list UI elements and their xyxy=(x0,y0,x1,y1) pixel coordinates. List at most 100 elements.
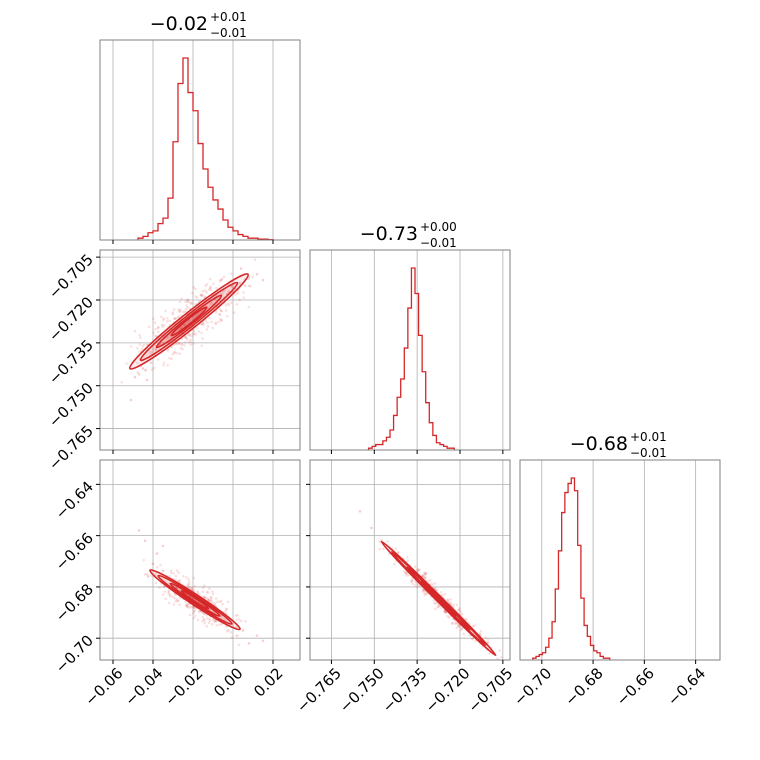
scatter-point xyxy=(193,316,197,319)
scatter-point xyxy=(237,282,241,285)
scatter-point xyxy=(261,278,265,282)
scatter-point xyxy=(193,614,197,618)
scatter-point xyxy=(161,569,165,573)
scatter-point xyxy=(190,334,194,338)
scatter-point xyxy=(219,614,223,618)
scatter-point xyxy=(207,598,211,602)
scatter-point xyxy=(464,617,467,621)
scatter-point xyxy=(486,638,490,642)
scatter-point xyxy=(168,593,172,596)
scatter-point xyxy=(200,294,204,298)
scatter-point xyxy=(208,608,212,611)
scatter-point xyxy=(155,552,159,555)
scatter-point xyxy=(172,603,176,606)
scatter-point xyxy=(236,614,239,617)
scatter-point xyxy=(154,327,157,331)
scatter-point xyxy=(225,309,228,312)
scatter-point xyxy=(253,258,257,262)
scatter-point xyxy=(187,320,190,323)
density-contour xyxy=(139,281,239,362)
scatter-point xyxy=(427,579,430,583)
scatter-point xyxy=(462,632,466,636)
scatter-point xyxy=(471,624,475,628)
scatter-point xyxy=(180,343,183,347)
param-title-minus: −0.01 xyxy=(210,26,247,40)
scatter-point xyxy=(186,333,190,337)
scatter-point xyxy=(484,636,487,639)
scatter-point xyxy=(218,313,222,317)
scatter-point xyxy=(205,291,208,294)
scatter-point xyxy=(190,301,193,305)
scatter-point xyxy=(457,624,460,627)
scatter-point xyxy=(451,622,454,625)
scatter-point xyxy=(161,593,165,596)
scatter-point xyxy=(449,601,452,604)
scatter-point xyxy=(187,583,191,586)
scatter-point xyxy=(416,569,419,572)
x-tick-label: −0.66 xyxy=(613,664,658,709)
scatter-point xyxy=(443,593,447,596)
scatter-point xyxy=(200,331,203,335)
scatter-point xyxy=(206,617,209,620)
scatter-point xyxy=(152,366,156,370)
scatter-point xyxy=(421,575,425,578)
scatter-point xyxy=(208,617,211,621)
scatter-point xyxy=(416,568,419,571)
scatter-point xyxy=(423,573,427,577)
scatter-point xyxy=(211,592,215,596)
scatter-point xyxy=(230,272,233,276)
scatter-point xyxy=(411,579,414,583)
scatter-point xyxy=(137,350,141,353)
scatter-point xyxy=(163,590,167,594)
x-tick-label: −0.720 xyxy=(422,664,474,716)
scatter-point xyxy=(166,363,169,367)
scatter-point xyxy=(195,313,198,317)
scatter-point xyxy=(255,272,259,276)
scatter-point xyxy=(171,352,175,356)
scatter-point xyxy=(224,618,227,622)
scatter-point xyxy=(394,547,398,551)
scatter-point xyxy=(214,322,218,326)
x-tick-label: −0.735 xyxy=(379,664,431,716)
scatter-point xyxy=(201,321,205,324)
scatter-point xyxy=(215,623,219,627)
scatter-point xyxy=(208,277,212,281)
scatter-point xyxy=(261,639,265,643)
scatter-point xyxy=(202,595,206,599)
scatter-point xyxy=(161,544,165,548)
scatter-point xyxy=(164,309,167,313)
scatter-point xyxy=(178,309,181,313)
scatter-point xyxy=(159,563,162,567)
scatter-point xyxy=(206,325,210,328)
scatter-point xyxy=(192,609,196,613)
scatter-point xyxy=(179,346,183,350)
scatter-point xyxy=(156,326,160,330)
scatter-point xyxy=(194,295,197,298)
scatter-point xyxy=(447,616,451,619)
scatter-point xyxy=(432,598,436,602)
scatter-point xyxy=(243,284,247,288)
scatter-point xyxy=(380,538,383,542)
scatter-point xyxy=(205,590,209,594)
scatter-point xyxy=(460,626,464,630)
scatter-point xyxy=(431,583,435,586)
scatter-point xyxy=(154,581,158,585)
scatter-point xyxy=(145,572,149,576)
scatter-point xyxy=(181,310,185,314)
scatter-point xyxy=(167,589,171,593)
scatter-point xyxy=(205,283,209,286)
scatter-point xyxy=(180,297,183,301)
scatter-point xyxy=(209,596,213,600)
scatter-point xyxy=(162,585,166,588)
scatter-point xyxy=(155,565,159,569)
scatter-point xyxy=(247,277,250,281)
scatter-point xyxy=(215,286,218,290)
scatter-point xyxy=(196,591,200,594)
scatter-point xyxy=(402,570,406,573)
scatter-point xyxy=(200,344,203,348)
scatter-point xyxy=(189,338,192,342)
scatter-point xyxy=(454,622,458,625)
scatter-point xyxy=(219,317,222,321)
scatter-point xyxy=(152,317,155,320)
x-tick-label: −0.64 xyxy=(664,664,709,709)
